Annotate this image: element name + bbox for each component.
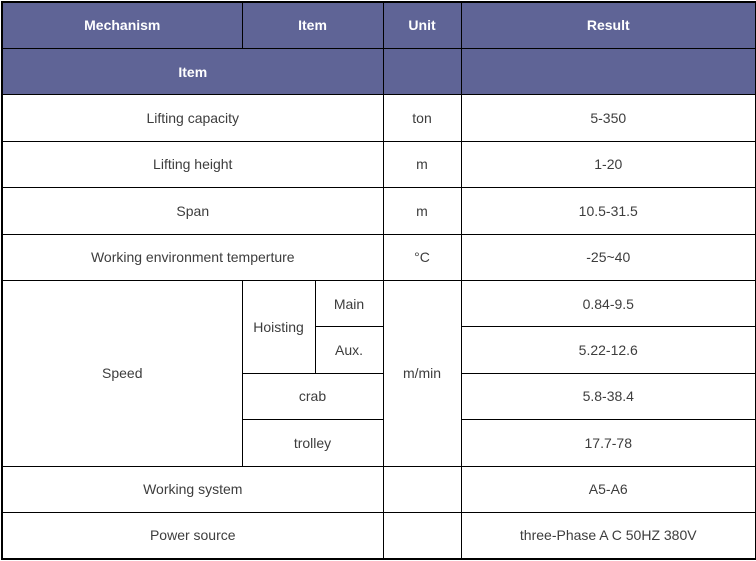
crab-label: crab bbox=[241, 372, 384, 421]
row-unit bbox=[382, 465, 462, 513]
row-label: Lifting height bbox=[1, 140, 384, 189]
row-result: 17.7-78 bbox=[460, 419, 756, 467]
row-result: A5-A6 bbox=[460, 465, 756, 513]
hoisting-label: Hoisting bbox=[241, 279, 316, 374]
row-result: 5.22-12.6 bbox=[460, 326, 756, 374]
row-result: 0.84-9.5 bbox=[460, 279, 756, 328]
header-result-empty bbox=[460, 47, 756, 96]
header-mechanism: Mechanism bbox=[1, 1, 243, 49]
header-item-sub: Item bbox=[1, 47, 384, 96]
row-label: Lifting capacity bbox=[1, 94, 384, 142]
row-label: Power source bbox=[1, 511, 384, 560]
header-row-1: Mechanism Item Unit Result bbox=[1, 1, 756, 49]
table-row-working-system: Working system A5-A6 bbox=[1, 465, 756, 513]
header-result: Result bbox=[460, 1, 756, 49]
row-result: 1-20 bbox=[460, 140, 756, 189]
row-unit: °C bbox=[382, 233, 462, 281]
table-row-lifting-capacity: Lifting capacity ton 5-350 bbox=[1, 94, 756, 142]
row-result: 5-350 bbox=[460, 94, 756, 142]
table-row-speed-hoisting-main: Speed Hoisting Main m/min 0.84-9.5 bbox=[1, 279, 756, 467]
hoisting-main-label: Main bbox=[314, 279, 384, 328]
row-unit: m bbox=[382, 140, 462, 189]
row-result: 5.8-38.4 bbox=[460, 372, 756, 421]
header-unit: Unit bbox=[382, 1, 462, 49]
row-unit bbox=[382, 511, 462, 560]
row-label: Working environment temperture bbox=[1, 233, 384, 281]
row-label: Span bbox=[1, 187, 384, 235]
table-row-lifting-height: Lifting height m 1-20 bbox=[1, 140, 756, 189]
header-unit-empty bbox=[382, 47, 462, 96]
table-row-span: Span m 10.5-31.5 bbox=[1, 187, 756, 235]
table-row-working-env-temp: Working environment temperture °C -25~40 bbox=[1, 233, 756, 281]
speed-unit: m/min bbox=[382, 279, 462, 467]
row-result: -25~40 bbox=[460, 233, 756, 281]
trolley-label: trolley bbox=[241, 419, 384, 467]
table-row-power-source: Power source three-Phase A C 50HZ 380V bbox=[1, 511, 756, 560]
header-item: Item bbox=[241, 1, 384, 49]
row-label: Working system bbox=[1, 465, 384, 513]
header-row-2: Item bbox=[1, 47, 756, 96]
hoisting-aux-label: Aux. bbox=[314, 326, 384, 374]
table-row-speed-crab: crab 5.8-38.4 bbox=[2, 372, 756, 421]
row-unit: ton bbox=[382, 94, 462, 142]
row-unit: m bbox=[382, 187, 462, 235]
row-result: 10.5-31.5 bbox=[460, 187, 756, 235]
speed-label: Speed bbox=[1, 279, 243, 467]
table-row-speed-trolley: trolley 17.7-78 bbox=[2, 419, 756, 467]
row-result: three-Phase A C 50HZ 380V bbox=[460, 511, 756, 560]
